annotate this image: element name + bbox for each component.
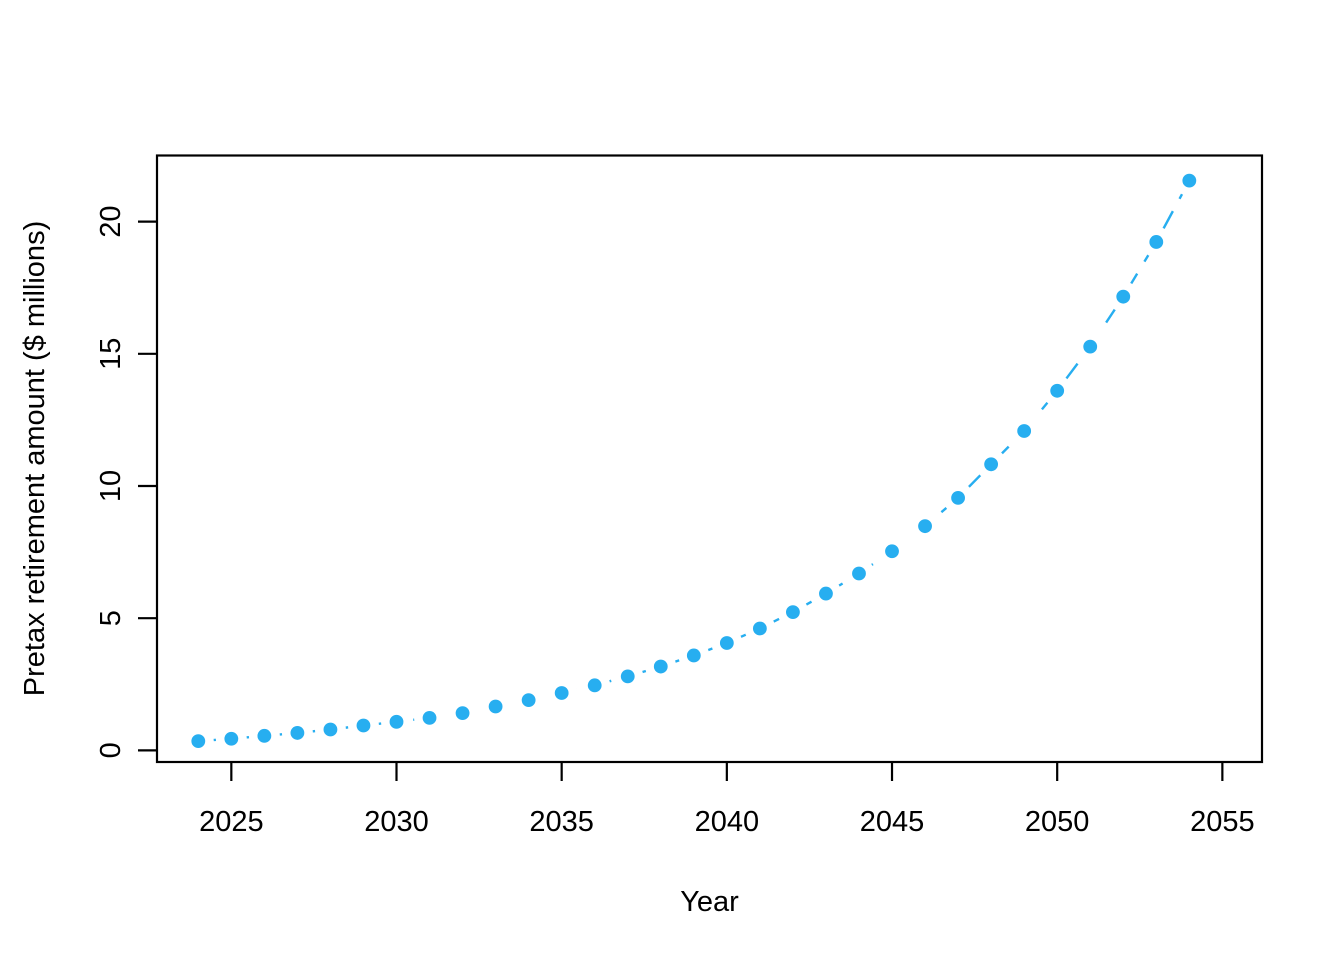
- plot-box: [155, 154, 1264, 764]
- data-point: [1083, 339, 1098, 354]
- data-point: [422, 710, 437, 725]
- data-point: [488, 699, 503, 714]
- data-point: [786, 605, 800, 619]
- data-point: [356, 718, 371, 733]
- data-point: [653, 659, 668, 674]
- x-tick-label: 2030: [364, 806, 429, 838]
- data-point: [1149, 235, 1164, 249]
- data-point: [1017, 424, 1032, 438]
- data-point: [323, 722, 338, 737]
- data-point: [224, 731, 239, 746]
- y-axis-title: Pretax retirement amount ($ millions): [19, 221, 51, 696]
- data-point: [620, 669, 635, 684]
- chart-generated-content: 2025 2030 2035 2040 2045 2050 2055 0 5 10 15 20: [95, 154, 1264, 838]
- data-point: [587, 678, 602, 693]
- x-tick-label: 2040: [695, 806, 760, 838]
- x-tick-label: 2035: [529, 806, 594, 838]
- x-tick-label: 2045: [860, 806, 925, 838]
- data-point: [554, 686, 569, 700]
- data-point: [752, 621, 767, 636]
- y-tick-label: 5: [95, 610, 127, 626]
- data-point: [852, 566, 866, 581]
- data-point: [918, 519, 932, 534]
- data-point: [389, 714, 404, 729]
- data-point: [819, 586, 833, 601]
- x-tick-label: 2050: [1025, 806, 1090, 838]
- y-tick-label: 20: [95, 205, 127, 237]
- y-tick-label: 10: [95, 470, 127, 502]
- data-point: [290, 726, 305, 740]
- data-point: [1182, 173, 1197, 188]
- data-point: [1116, 289, 1131, 304]
- data-point: [984, 457, 999, 472]
- data-point: [1050, 383, 1065, 398]
- data-point: [521, 693, 536, 708]
- y-tick-label: 15: [95, 338, 127, 370]
- data-point: [951, 490, 965, 505]
- data-point: [257, 728, 272, 743]
- data-point: [686, 648, 701, 663]
- data-point: [885, 544, 899, 559]
- data-point: [191, 734, 206, 749]
- x-tick-label: 2055: [1190, 806, 1255, 838]
- data-point: [455, 706, 470, 720]
- x-axis-title: Year: [680, 886, 739, 918]
- y-tick-label: 0: [95, 742, 127, 758]
- data-point: [719, 636, 734, 650]
- x-tick-label: 2025: [199, 806, 264, 838]
